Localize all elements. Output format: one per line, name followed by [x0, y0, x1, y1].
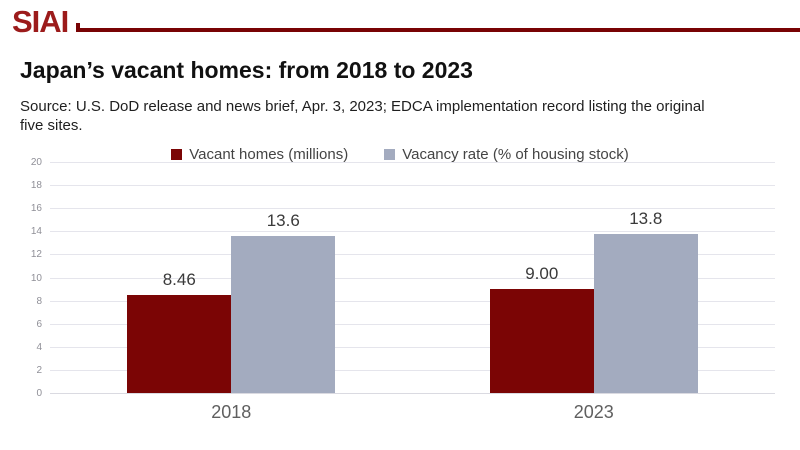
y-axis-tick-label: 16: [30, 203, 42, 215]
plot-area: 8.46 13.6 2018 9.00 13.8 2023: [50, 162, 775, 422]
y-axis-tick-label: 18: [30, 180, 42, 192]
source-note: Source: U.S. DoD release and news brief,…: [20, 98, 705, 134]
category-label: 2018: [211, 402, 252, 422]
gridline: [50, 162, 775, 163]
bar-value-label: 13.6: [266, 210, 300, 230]
gridline: [50, 393, 775, 394]
chart-legend: Vacant homes (millions) Vacancy rate (% o…: [0, 146, 800, 163]
gridline: [50, 231, 775, 233]
y-axis-tick-label: 0: [36, 388, 42, 399]
bar: [593, 233, 698, 393]
gridline: [50, 277, 775, 279]
brand-logo: SIAI: [12, 4, 69, 39]
legend-swatch: [171, 149, 183, 160]
y-axis-tick-label: 12: [30, 249, 42, 261]
legend-item: Vacancy rate (% of housing stock): [384, 146, 629, 163]
gridline: [50, 208, 775, 210]
y-axis-tick-label: 4: [36, 341, 42, 353]
gridline: [50, 254, 775, 256]
y-axis-tick-label: 20: [30, 157, 42, 168]
brand-underline: [76, 23, 800, 32]
gridline: [50, 323, 775, 325]
gridline: [50, 369, 775, 371]
gridline: [50, 185, 775, 187]
bar-value-label: 13.8: [629, 208, 663, 228]
gridline: [50, 346, 775, 348]
y-axis-tick-label: 14: [30, 226, 42, 238]
bar: [489, 289, 594, 393]
bar: [231, 235, 336, 393]
y-axis-tick-label: 6: [36, 318, 42, 330]
category-label: 2023: [573, 402, 614, 422]
bar-value-label: 8.46: [162, 270, 196, 290]
bar: [127, 295, 232, 393]
legend-swatch: [384, 149, 396, 160]
y-axis: 0 2 4 6 8 10 12 14 16 18 20: [0, 157, 42, 399]
gridline: [50, 300, 775, 302]
y-axis-tick-label: 2: [36, 364, 42, 376]
legend-item: Vacant homes (millions): [171, 146, 348, 163]
legend-label: Vacant homes (millions): [189, 146, 349, 163]
y-axis-tick-label: 10: [30, 272, 42, 284]
bar-value-label: 9.00: [525, 264, 559, 284]
legend-label: Vacancy rate (% of housing stock): [402, 146, 629, 163]
y-axis-tick-label: 8: [36, 295, 42, 307]
chart-title: Japan’s vacant homes: from 2018 to 2023: [20, 57, 473, 83]
